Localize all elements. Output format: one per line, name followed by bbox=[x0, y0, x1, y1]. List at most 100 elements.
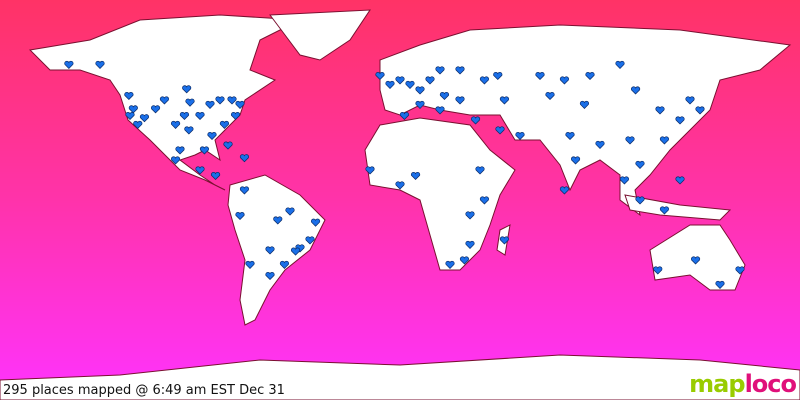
heart-icon[interactable] bbox=[310, 218, 321, 227]
heart-icon[interactable] bbox=[455, 66, 465, 75]
heart-icon[interactable] bbox=[415, 100, 425, 109]
heart-icon[interactable] bbox=[239, 154, 250, 163]
heart-icon[interactable] bbox=[459, 256, 470, 265]
heart-icon[interactable] bbox=[223, 141, 233, 150]
heart-icon[interactable] bbox=[245, 260, 255, 269]
heart-icon[interactable] bbox=[399, 111, 410, 121]
heart-icon[interactable] bbox=[95, 60, 105, 69]
heart-icon[interactable] bbox=[595, 140, 605, 149]
heart-icon[interactable] bbox=[479, 196, 490, 205]
heart-icon[interactable] bbox=[675, 116, 685, 125]
heart-icon[interactable] bbox=[655, 106, 665, 115]
heart-icon[interactable] bbox=[499, 236, 510, 245]
heart-icon[interactable] bbox=[295, 244, 305, 253]
heart-icon[interactable] bbox=[615, 60, 625, 69]
heart-icon[interactable] bbox=[184, 126, 194, 135]
heart-icon[interactable] bbox=[395, 181, 405, 190]
heart-icon[interactable] bbox=[465, 211, 475, 220]
heart-icon[interactable] bbox=[465, 240, 475, 249]
heart-icon[interactable] bbox=[445, 260, 455, 269]
heart-icon[interactable] bbox=[659, 206, 670, 215]
heart-icon[interactable] bbox=[239, 186, 250, 195]
heart-icon[interactable] bbox=[125, 111, 135, 121]
heart-icon[interactable] bbox=[415, 86, 425, 95]
heart-icon[interactable] bbox=[479, 76, 490, 85]
heart-icon[interactable] bbox=[124, 91, 134, 101]
heart-icon[interactable] bbox=[215, 96, 225, 105]
heart-icon[interactable] bbox=[195, 111, 205, 121]
heart-icon[interactable] bbox=[455, 96, 465, 105]
maploco-logo[interactable]: maploco bbox=[689, 370, 797, 398]
heart-icon[interactable] bbox=[385, 80, 395, 89]
heart-icon[interactable] bbox=[210, 171, 221, 181]
heart-icon[interactable] bbox=[559, 186, 570, 195]
heart-icon[interactable] bbox=[659, 136, 670, 145]
heart-icon[interactable] bbox=[128, 105, 138, 114]
heart-icon[interactable] bbox=[133, 120, 143, 129]
heart-icon[interactable] bbox=[585, 71, 595, 81]
heart-icon[interactable] bbox=[630, 86, 641, 95]
heart-icon[interactable] bbox=[715, 280, 725, 289]
heart-icon[interactable] bbox=[199, 146, 210, 155]
heart-icon[interactable] bbox=[635, 196, 645, 205]
heart-icon[interactable] bbox=[170, 156, 181, 165]
heart-icon[interactable] bbox=[235, 100, 245, 109]
heart-icon[interactable] bbox=[279, 260, 290, 269]
heart-icon[interactable] bbox=[435, 66, 445, 75]
heart-icon[interactable] bbox=[735, 266, 745, 275]
heart-icon[interactable] bbox=[365, 166, 375, 175]
heart-icon[interactable] bbox=[205, 100, 215, 109]
heart-icon[interactable] bbox=[435, 106, 445, 115]
heart-icon[interactable] bbox=[179, 111, 190, 121]
heart-icon[interactable] bbox=[425, 76, 435, 85]
heart-icon[interactable] bbox=[470, 116, 481, 125]
heart-icon[interactable] bbox=[515, 131, 525, 141]
heart-icon[interactable] bbox=[185, 98, 195, 107]
heart-icon[interactable] bbox=[195, 166, 205, 175]
heart-icon[interactable] bbox=[290, 247, 301, 256]
heart-icon[interactable] bbox=[493, 71, 503, 81]
heart-icon[interactable] bbox=[495, 126, 505, 135]
heart-icon[interactable] bbox=[227, 96, 237, 105]
heart-icon[interactable] bbox=[182, 85, 192, 94]
heart-icon[interactable] bbox=[625, 136, 635, 145]
heart-icon[interactable] bbox=[545, 91, 555, 101]
heart-icon[interactable] bbox=[139, 114, 150, 123]
heart-icon[interactable] bbox=[175, 146, 185, 155]
heart-icon[interactable] bbox=[439, 91, 450, 101]
heart-icon[interactable] bbox=[265, 271, 275, 281]
heart-icon[interactable] bbox=[570, 156, 581, 165]
heart-icon[interactable] bbox=[235, 211, 245, 221]
heart-icon[interactable] bbox=[619, 176, 630, 185]
heart-icon[interactable] bbox=[219, 120, 230, 129]
heart-icon[interactable] bbox=[685, 96, 695, 105]
heart-icon[interactable] bbox=[535, 71, 545, 81]
heart-icon[interactable] bbox=[265, 246, 275, 255]
heart-icon[interactable] bbox=[405, 80, 415, 89]
heart-icon[interactable] bbox=[410, 171, 421, 181]
heart-icon[interactable] bbox=[285, 207, 295, 216]
heart-icon[interactable] bbox=[565, 131, 575, 141]
heart-icon[interactable] bbox=[159, 96, 170, 105]
heart-icon[interactable] bbox=[653, 266, 663, 275]
heart-icon[interactable] bbox=[690, 256, 701, 265]
heart-icon[interactable] bbox=[695, 106, 705, 115]
heart-icon[interactable] bbox=[64, 60, 74, 69]
heart-icon[interactable] bbox=[230, 111, 241, 121]
heart-icon[interactable] bbox=[559, 76, 570, 85]
greenland bbox=[269, 9, 371, 61]
heart-icon[interactable] bbox=[150, 105, 161, 114]
heart-icon[interactable] bbox=[305, 236, 315, 245]
heart-icon[interactable] bbox=[273, 216, 283, 225]
indonesia bbox=[624, 194, 732, 221]
heart-icon[interactable] bbox=[170, 120, 181, 129]
heart-icon[interactable] bbox=[635, 160, 645, 169]
heart-icon[interactable] bbox=[395, 76, 405, 85]
heart-icon[interactable] bbox=[475, 166, 485, 175]
heart-icon[interactable] bbox=[375, 71, 385, 81]
africa bbox=[364, 117, 516, 271]
heart-icon[interactable] bbox=[675, 176, 685, 185]
heart-icon[interactable] bbox=[579, 100, 590, 109]
heart-icon[interactable] bbox=[499, 96, 510, 105]
heart-icon[interactable] bbox=[207, 131, 217, 141]
